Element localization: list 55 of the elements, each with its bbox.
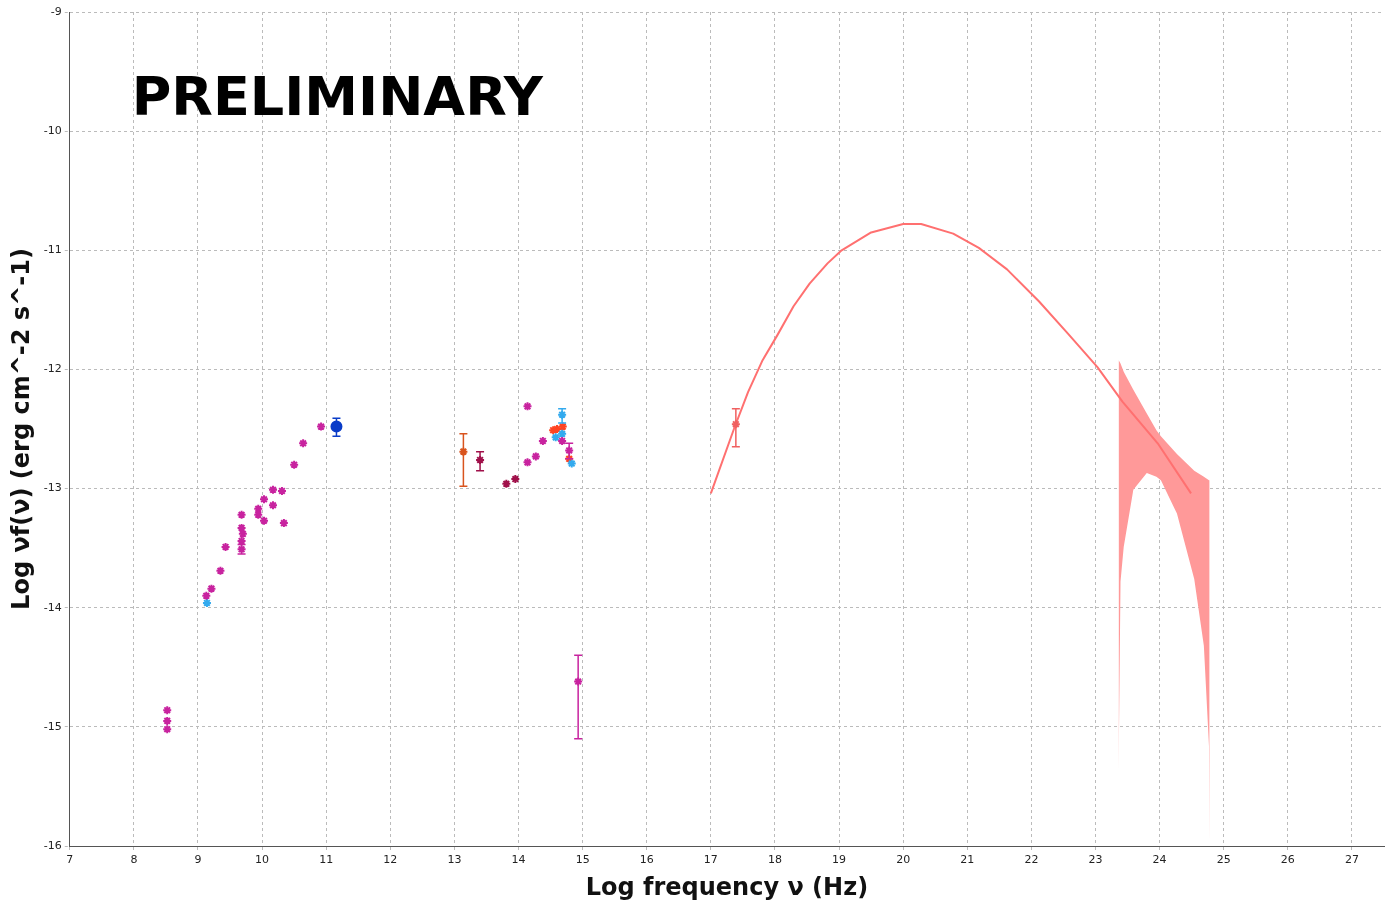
point bbox=[162, 705, 173, 716]
point bbox=[501, 478, 512, 489]
x-tick-label: 13 bbox=[447, 853, 462, 867]
point bbox=[566, 458, 577, 469]
y-tick-label: -16 bbox=[43, 838, 62, 852]
x-tick-label: 26 bbox=[1280, 853, 1295, 867]
x-tick-label: 8 bbox=[130, 853, 138, 867]
y-tick-label: -15 bbox=[43, 719, 62, 733]
y-tick-label: -14 bbox=[43, 600, 62, 614]
y-tick-label: -10 bbox=[43, 124, 62, 137]
x-tick-label: 15 bbox=[575, 853, 590, 867]
point bbox=[550, 432, 561, 443]
point bbox=[201, 590, 212, 601]
x-tick-label: 18 bbox=[767, 853, 782, 867]
x-tick-label: 23 bbox=[1088, 853, 1103, 867]
y-tick-label: -13 bbox=[43, 481, 62, 495]
point bbox=[458, 446, 469, 457]
y-tick-label: -11 bbox=[43, 243, 62, 257]
x-tick-label: 24 bbox=[1152, 853, 1167, 867]
x-tick-label: 17 bbox=[703, 853, 718, 867]
x-tick-label: 10 bbox=[255, 853, 270, 867]
x-tick-label: 9 bbox=[194, 853, 202, 867]
y-axis-title: Log νf(ν) (erg cm^-2 s^-1) bbox=[6, 248, 35, 610]
point bbox=[162, 724, 173, 735]
x-tick-label: 19 bbox=[832, 853, 847, 867]
x-tick-label: 20 bbox=[896, 853, 911, 867]
annotation: PRELIMINARY bbox=[131, 65, 544, 129]
point bbox=[573, 676, 584, 687]
point bbox=[206, 583, 217, 594]
point bbox=[236, 509, 247, 520]
x-tick-label: 14 bbox=[511, 853, 526, 867]
point bbox=[298, 438, 309, 449]
point bbox=[530, 451, 541, 462]
y-tick-label: -9 bbox=[50, 4, 62, 18]
point bbox=[522, 401, 533, 412]
x-tick-label: 16 bbox=[639, 853, 654, 867]
x-tick-label: 12 bbox=[383, 853, 398, 867]
x-tick-label: 7 bbox=[66, 853, 74, 867]
x-tick-label: 27 bbox=[1344, 853, 1359, 867]
x-tick-label: 22 bbox=[1024, 853, 1039, 867]
point bbox=[557, 409, 568, 420]
point bbox=[316, 421, 327, 432]
x-tick-label: 21 bbox=[960, 853, 975, 867]
x-tick-label: 25 bbox=[1216, 853, 1231, 867]
point bbox=[557, 428, 568, 439]
point bbox=[557, 421, 568, 432]
x-axis-title: Log frequency ν (Hz) bbox=[585, 872, 869, 901]
point bbox=[215, 565, 226, 576]
point bbox=[289, 459, 300, 470]
x-tick-label: 11 bbox=[319, 853, 334, 867]
point bbox=[730, 419, 741, 430]
point bbox=[564, 445, 575, 456]
point bbox=[522, 457, 533, 468]
y-tick-label: -12 bbox=[43, 362, 62, 376]
point bbox=[564, 453, 575, 464]
